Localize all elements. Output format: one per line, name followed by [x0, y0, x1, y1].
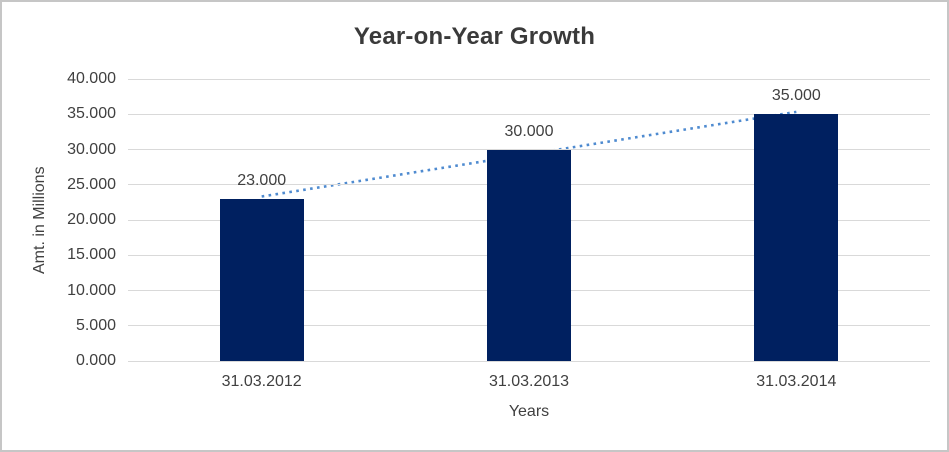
y-tick-label: 5.000	[75, 316, 116, 334]
y-tick-label: 25.000	[67, 175, 116, 193]
bar	[487, 149, 571, 361]
y-tick-label: 35.000	[67, 105, 116, 123]
bar	[219, 198, 304, 361]
y-tick-label: 40.000	[67, 70, 116, 87]
bar-data-label: 23.000	[237, 171, 287, 189]
y-tick-label: 30.000	[67, 140, 116, 158]
bar	[754, 114, 839, 361]
x-tick-label: 31.03.2014	[756, 373, 837, 390]
y-tick-label: 10.000	[67, 281, 116, 299]
gridline	[128, 113, 930, 115]
plot-area: 23.000 30.000 35.000	[128, 78, 930, 362]
bar-data-label: 35.000	[771, 87, 821, 105]
gridline	[128, 78, 930, 80]
x-tick-label: 31.03.2013	[488, 373, 570, 390]
bar-data-label: 30.000	[504, 122, 554, 140]
x-axis-title: Years	[508, 403, 550, 420]
x-tick-label: 31.03.2012	[221, 373, 302, 390]
y-tick-label: 15.000	[67, 246, 116, 264]
y-tick-label: 20.000	[67, 211, 116, 228]
gridline	[128, 360, 930, 362]
chart-title: Year-on-Year Growth	[353, 23, 596, 50]
y-tick-label: 0.000	[75, 352, 116, 369]
